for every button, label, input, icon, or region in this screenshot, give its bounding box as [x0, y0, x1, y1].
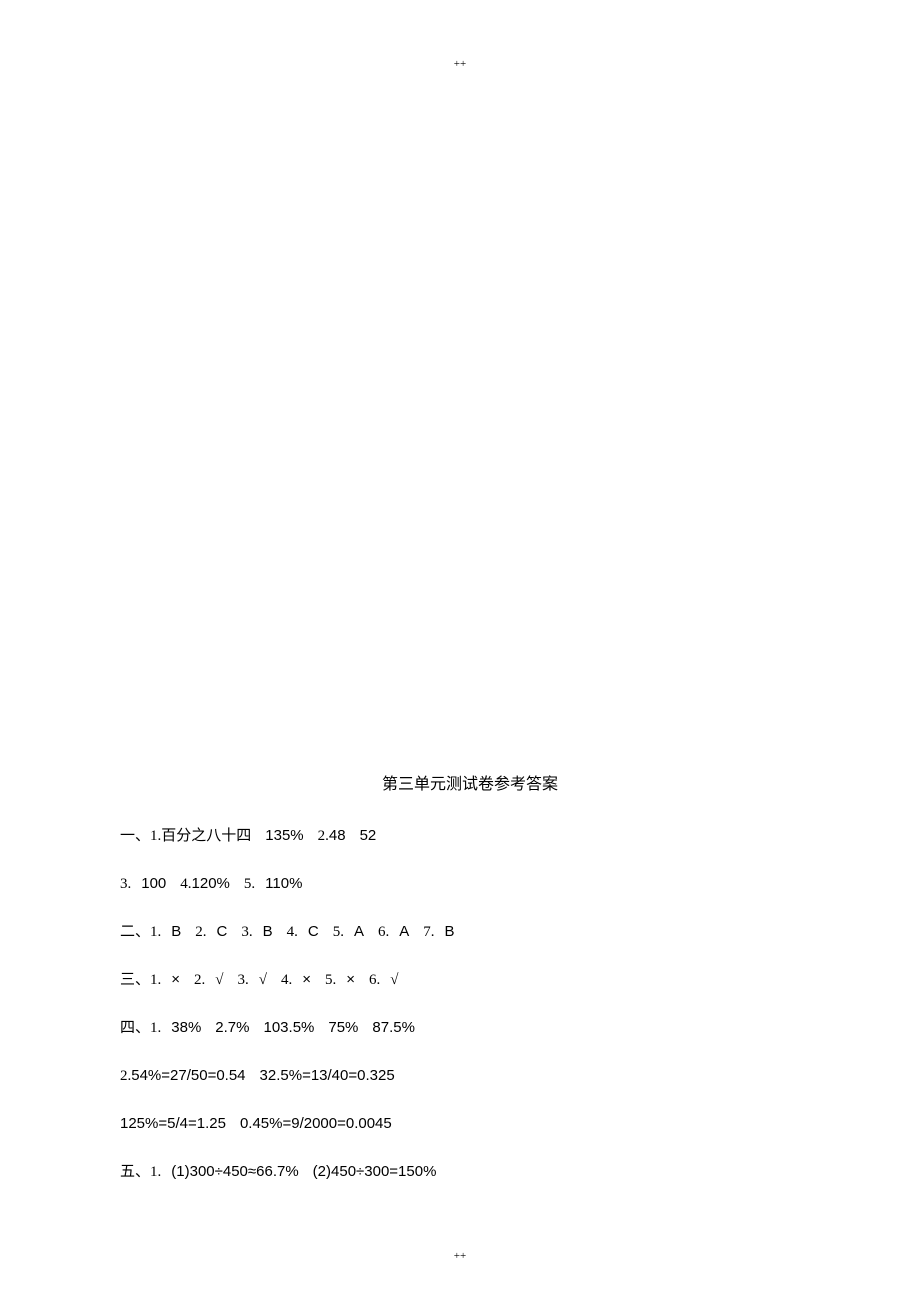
item-2-value-2: 52 — [360, 827, 377, 844]
s4-eq-1: 54%=27/50=0.54 — [131, 1067, 245, 1084]
s2-item-7-num: 7. — [423, 924, 434, 940]
s3-item-3-num: 3. — [238, 972, 249, 988]
item-5-value: 110% — [265, 875, 302, 892]
item-2-number: 2. — [318, 828, 329, 844]
item-4-number: 4. — [180, 876, 191, 892]
s2-item-3-val: B — [263, 923, 273, 940]
s4-eq-3: 125%=5/4=1.25 — [120, 1115, 226, 1132]
s4-val-3: 103.5% — [264, 1019, 315, 1036]
section-3-line: 三、1. × 2. √ 3. √ 4. × 5. × 6. √ — [120, 968, 820, 992]
section-4-line-2: 2.54%=27/50=0.54 32.5%=13/40=0.325 — [120, 1064, 820, 1088]
s3-item-6-val: √ — [390, 972, 398, 988]
item-3-value: 100 — [141, 875, 166, 892]
section-4-label: 四、 — [120, 1020, 150, 1036]
section-1-label: 一、 — [120, 828, 150, 844]
s5-sub-1-num: (1) — [171, 1163, 189, 1180]
section-5-label: 五、 — [120, 1164, 150, 1180]
s2-item-4-num: 4. — [287, 924, 298, 940]
s4-item-1-num: 1. — [150, 1020, 161, 1036]
s3-item-5-val: × — [346, 971, 355, 988]
section-4-line-3: 125%=5/4=1.25 0.45%=9/2000=0.0045 — [120, 1112, 820, 1136]
s3-item-4-num: 4. — [281, 972, 292, 988]
s5-item-1-num: 1. — [150, 1164, 161, 1180]
s2-item-5-num: 5. — [333, 924, 344, 940]
item-1-number: 1. — [150, 828, 161, 844]
s4-eq-4: 0.45%=9/2000=0.0045 — [240, 1115, 392, 1132]
answer-key-content: 第三单元测试卷参考答案 一、1.百分之八十四135%2.4852 3.1004.… — [120, 770, 820, 1208]
s2-item-6-num: 6. — [378, 924, 389, 940]
s3-item-2-val: √ — [215, 972, 223, 988]
s3-item-6-num: 6. — [369, 972, 380, 988]
s2-item-1-val: B — [171, 923, 181, 940]
page-marker-bottom: ++ — [454, 1250, 466, 1262]
section-1-line-2: 3. 100 4.120% 5. 110% — [120, 872, 820, 896]
s5-sub-2-val: 450÷300=150% — [331, 1163, 436, 1180]
item-3-number: 3. — [120, 876, 131, 892]
s3-item-5-num: 5. — [325, 972, 336, 988]
item-5-number: 5. — [244, 876, 255, 892]
s2-item-5-val: A — [354, 923, 364, 940]
s2-item-4-val: C — [308, 923, 319, 940]
s4-eq-2: 32.5%=13/40=0.325 — [260, 1067, 395, 1084]
s3-item-4-val: × — [302, 971, 311, 988]
s3-item-2-num: 2. — [194, 972, 205, 988]
section-2-line: 二、1. B 2. C 3. B 4. C 5. A 6. A 7. B — [120, 920, 820, 944]
s2-item-2-val: C — [217, 923, 228, 940]
s4-val-5: 87.5% — [372, 1019, 415, 1036]
s4-item-2-num: 2. — [120, 1068, 131, 1084]
s2-item-7-val: B — [445, 923, 455, 940]
section-2-label: 二、 — [120, 924, 150, 940]
s3-item-3-val: √ — [259, 972, 267, 988]
s4-val-1: 38% — [171, 1019, 201, 1036]
section-5-line: 五、1. (1)300÷450≈66.7% (2)450÷300=150% — [120, 1160, 820, 1184]
item-1-value: 135% — [265, 827, 303, 844]
item-1-text: 百分之八十四 — [161, 828, 251, 844]
s3-item-1-num: 1. — [150, 972, 161, 988]
page-marker-top: ++ — [454, 58, 466, 70]
item-4-value: 120% — [192, 875, 230, 892]
s2-item-3-num: 3. — [241, 924, 252, 940]
s5-sub-2-num: (2) — [313, 1163, 331, 1180]
s4-val-2: 2.7% — [215, 1019, 249, 1036]
s5-sub-1-val: 300÷450≈66.7% — [190, 1163, 299, 1180]
s2-item-2-num: 2. — [195, 924, 206, 940]
s2-item-1-num: 1. — [150, 924, 161, 940]
s2-item-6-val: A — [399, 923, 409, 940]
s4-val-4: 75% — [328, 1019, 358, 1036]
answer-key-title: 第三单元测试卷参考答案 — [120, 770, 820, 794]
item-2-value-1: 48 — [329, 827, 346, 844]
section-3-label: 三、 — [120, 972, 150, 988]
section-1-line-1: 一、1.百分之八十四 135% 2.48 52 — [120, 824, 820, 848]
s3-item-1-val: × — [171, 971, 180, 988]
section-4-line-1: 四、1. 38% 2.7% 103.5% 75% 87.5% — [120, 1016, 820, 1040]
